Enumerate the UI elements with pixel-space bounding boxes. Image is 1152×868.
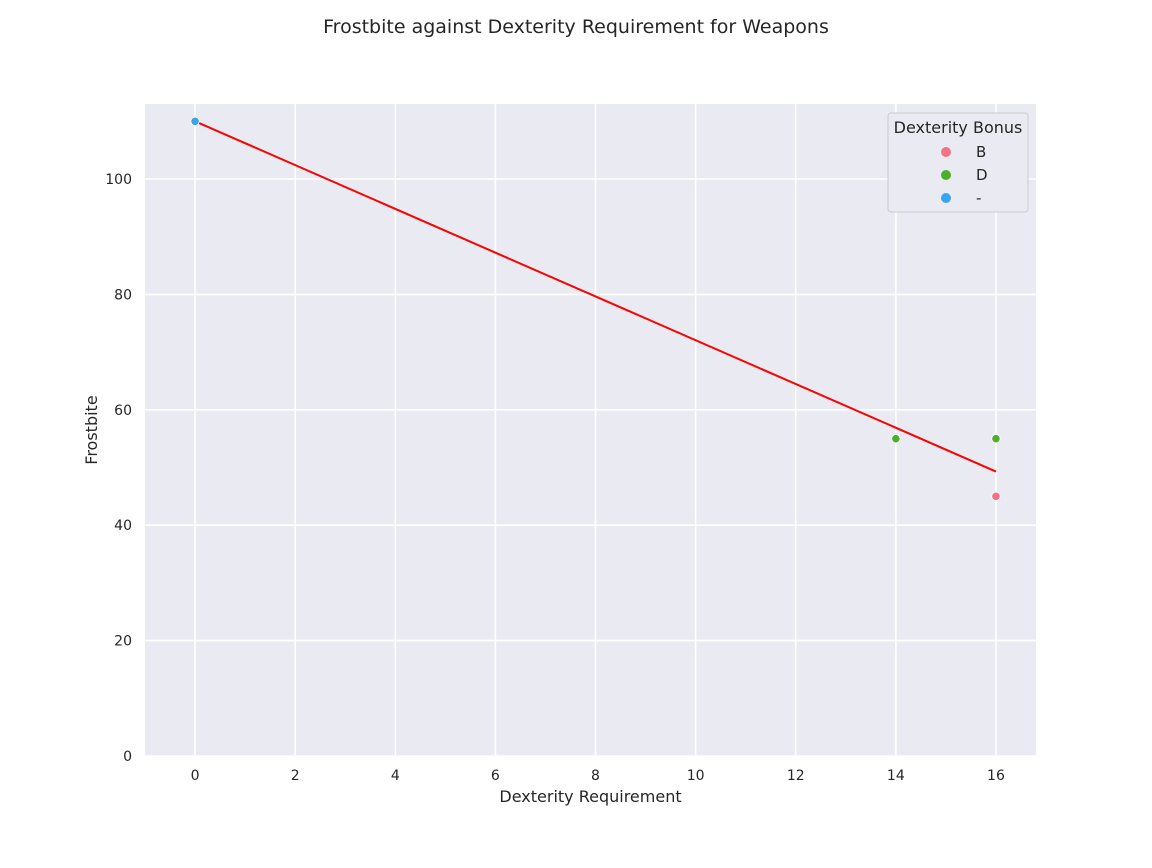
legend-marker <box>941 170 951 180</box>
x-tick-label: 2 <box>291 768 300 784</box>
y-tick-label: 80 <box>114 287 132 303</box>
chart-title: Frostbite against Dexterity Requirement … <box>323 16 829 38</box>
legend: Dexterity Bonus BD - <box>887 112 1029 213</box>
data-point <box>190 116 200 126</box>
x-tick-label: 16 <box>987 768 1005 784</box>
data-point <box>991 491 1001 501</box>
data-points <box>190 116 1001 501</box>
y-tick-label: 60 <box>114 403 132 419</box>
data-point <box>891 434 901 444</box>
legend-label: D <box>976 166 988 184</box>
x-tick-label: 10 <box>687 768 705 784</box>
x-tick-label: 0 <box>191 768 200 784</box>
x-tick-label: 6 <box>491 768 500 784</box>
legend-box <box>887 112 1029 213</box>
y-tick-label: 100 <box>105 172 132 188</box>
legend-label: - <box>976 189 981 207</box>
data-point <box>991 434 1001 444</box>
y-tick-label: 40 <box>114 518 132 534</box>
plot-area <box>145 104 1036 756</box>
trendline <box>194 120 997 473</box>
x-axis-label: Dexterity Requirement <box>499 787 681 806</box>
trendline-group <box>194 120 997 473</box>
x-tick-label: 14 <box>887 768 905 784</box>
y-tick-label: 20 <box>114 634 132 650</box>
y-tick-label: 0 <box>123 749 132 765</box>
legend-items: BD - <box>941 143 988 207</box>
tick-labels: 0 2 4 6 8 10 12 14 16 0 20 40 60 80 100 <box>105 172 1005 784</box>
x-tick-label: 8 <box>591 768 600 784</box>
x-tick-label: 4 <box>391 768 400 784</box>
legend-label: B <box>976 143 986 161</box>
legend-marker <box>941 193 951 203</box>
x-tick-label: 12 <box>787 768 805 784</box>
legend-marker <box>941 147 951 157</box>
y-axis-label: Frostbite <box>82 395 101 464</box>
legend-title: Dexterity Bonus <box>894 118 1023 137</box>
